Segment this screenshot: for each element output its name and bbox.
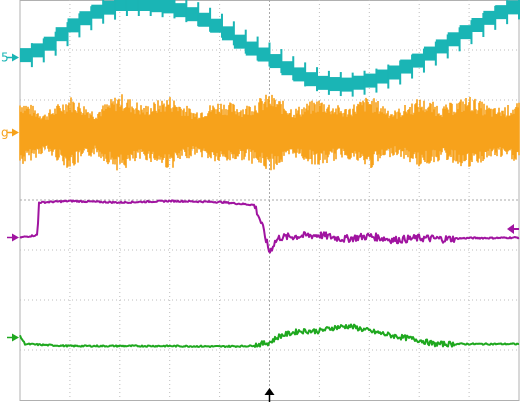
ch1-step [126,0,140,11]
ch1-step [388,65,401,80]
ch1-step [91,4,104,19]
ch1-step [43,36,57,51]
ch1-step [162,0,176,14]
channel-2-label: g [1,126,9,140]
ch1-step [435,39,449,54]
ch1-step [20,48,33,63]
ch1-step-edge [446,34,449,59]
ch1-step [376,69,389,84]
channel-4-marker [12,333,19,342]
ch4-trace [19,323,520,349]
ch1-step [423,46,437,61]
ch1-step [317,75,330,90]
ch1-step-edge [280,49,283,74]
ch1-step [174,3,187,18]
ch1-step-edge [220,13,223,38]
ch1-step [210,18,223,33]
ch1-step-edge [54,31,57,56]
ch1-step-edge [482,13,485,37]
ch1-step-edge [78,13,81,38]
channel-3-marker [12,233,19,242]
ch1-step [471,18,484,32]
ch1-step [340,77,354,92]
channel-2-marker [12,128,19,137]
ch1-step [79,11,92,26]
ch1-step [138,0,152,11]
ch1-step [459,25,473,40]
ch1-step [447,32,461,47]
ch1-step-edge [422,48,425,73]
ch1-step [293,67,306,82]
ch1-step [507,0,520,15]
channel-1-marker [12,53,19,62]
right-level-marker [507,224,514,234]
ch1-step-edge [30,43,33,68]
ch1-step-edge [434,41,437,66]
ch1-step [233,34,247,49]
ch1-step [305,72,318,87]
ch2-trace [19,94,520,171]
ch1-step [245,41,259,56]
ch1-step [115,0,128,11]
ch1-step [352,75,366,90]
markers: 5g [1,51,519,402]
ch1-step-edge [66,22,69,47]
ch1-step-edge [458,27,461,52]
ch1-step [495,5,508,20]
ch1-step [364,73,378,88]
ch1-step [67,18,81,33]
trigger-arrow-icon [264,388,275,395]
channel-1-label: 5 [1,51,9,65]
ch1-step [412,53,425,68]
ch1-step [269,54,282,69]
ch1-step [281,61,294,76]
ch1-step [186,7,199,22]
ch1-step [55,27,69,42]
ch1-step-edge [232,21,235,46]
ch1-step [400,59,413,74]
ch1-step [328,77,342,92]
ch1-step [221,26,235,41]
ch1-step-edge [470,20,473,45]
ch1-step [198,12,211,27]
ch3-trace [19,199,520,254]
ch1-step [483,10,496,25]
ch1-step [103,0,116,15]
ch1-step-edge [518,0,520,20]
ch1-step [150,0,164,13]
ch1-step [257,47,271,62]
traces [19,0,520,349]
ch1-step [31,43,45,58]
